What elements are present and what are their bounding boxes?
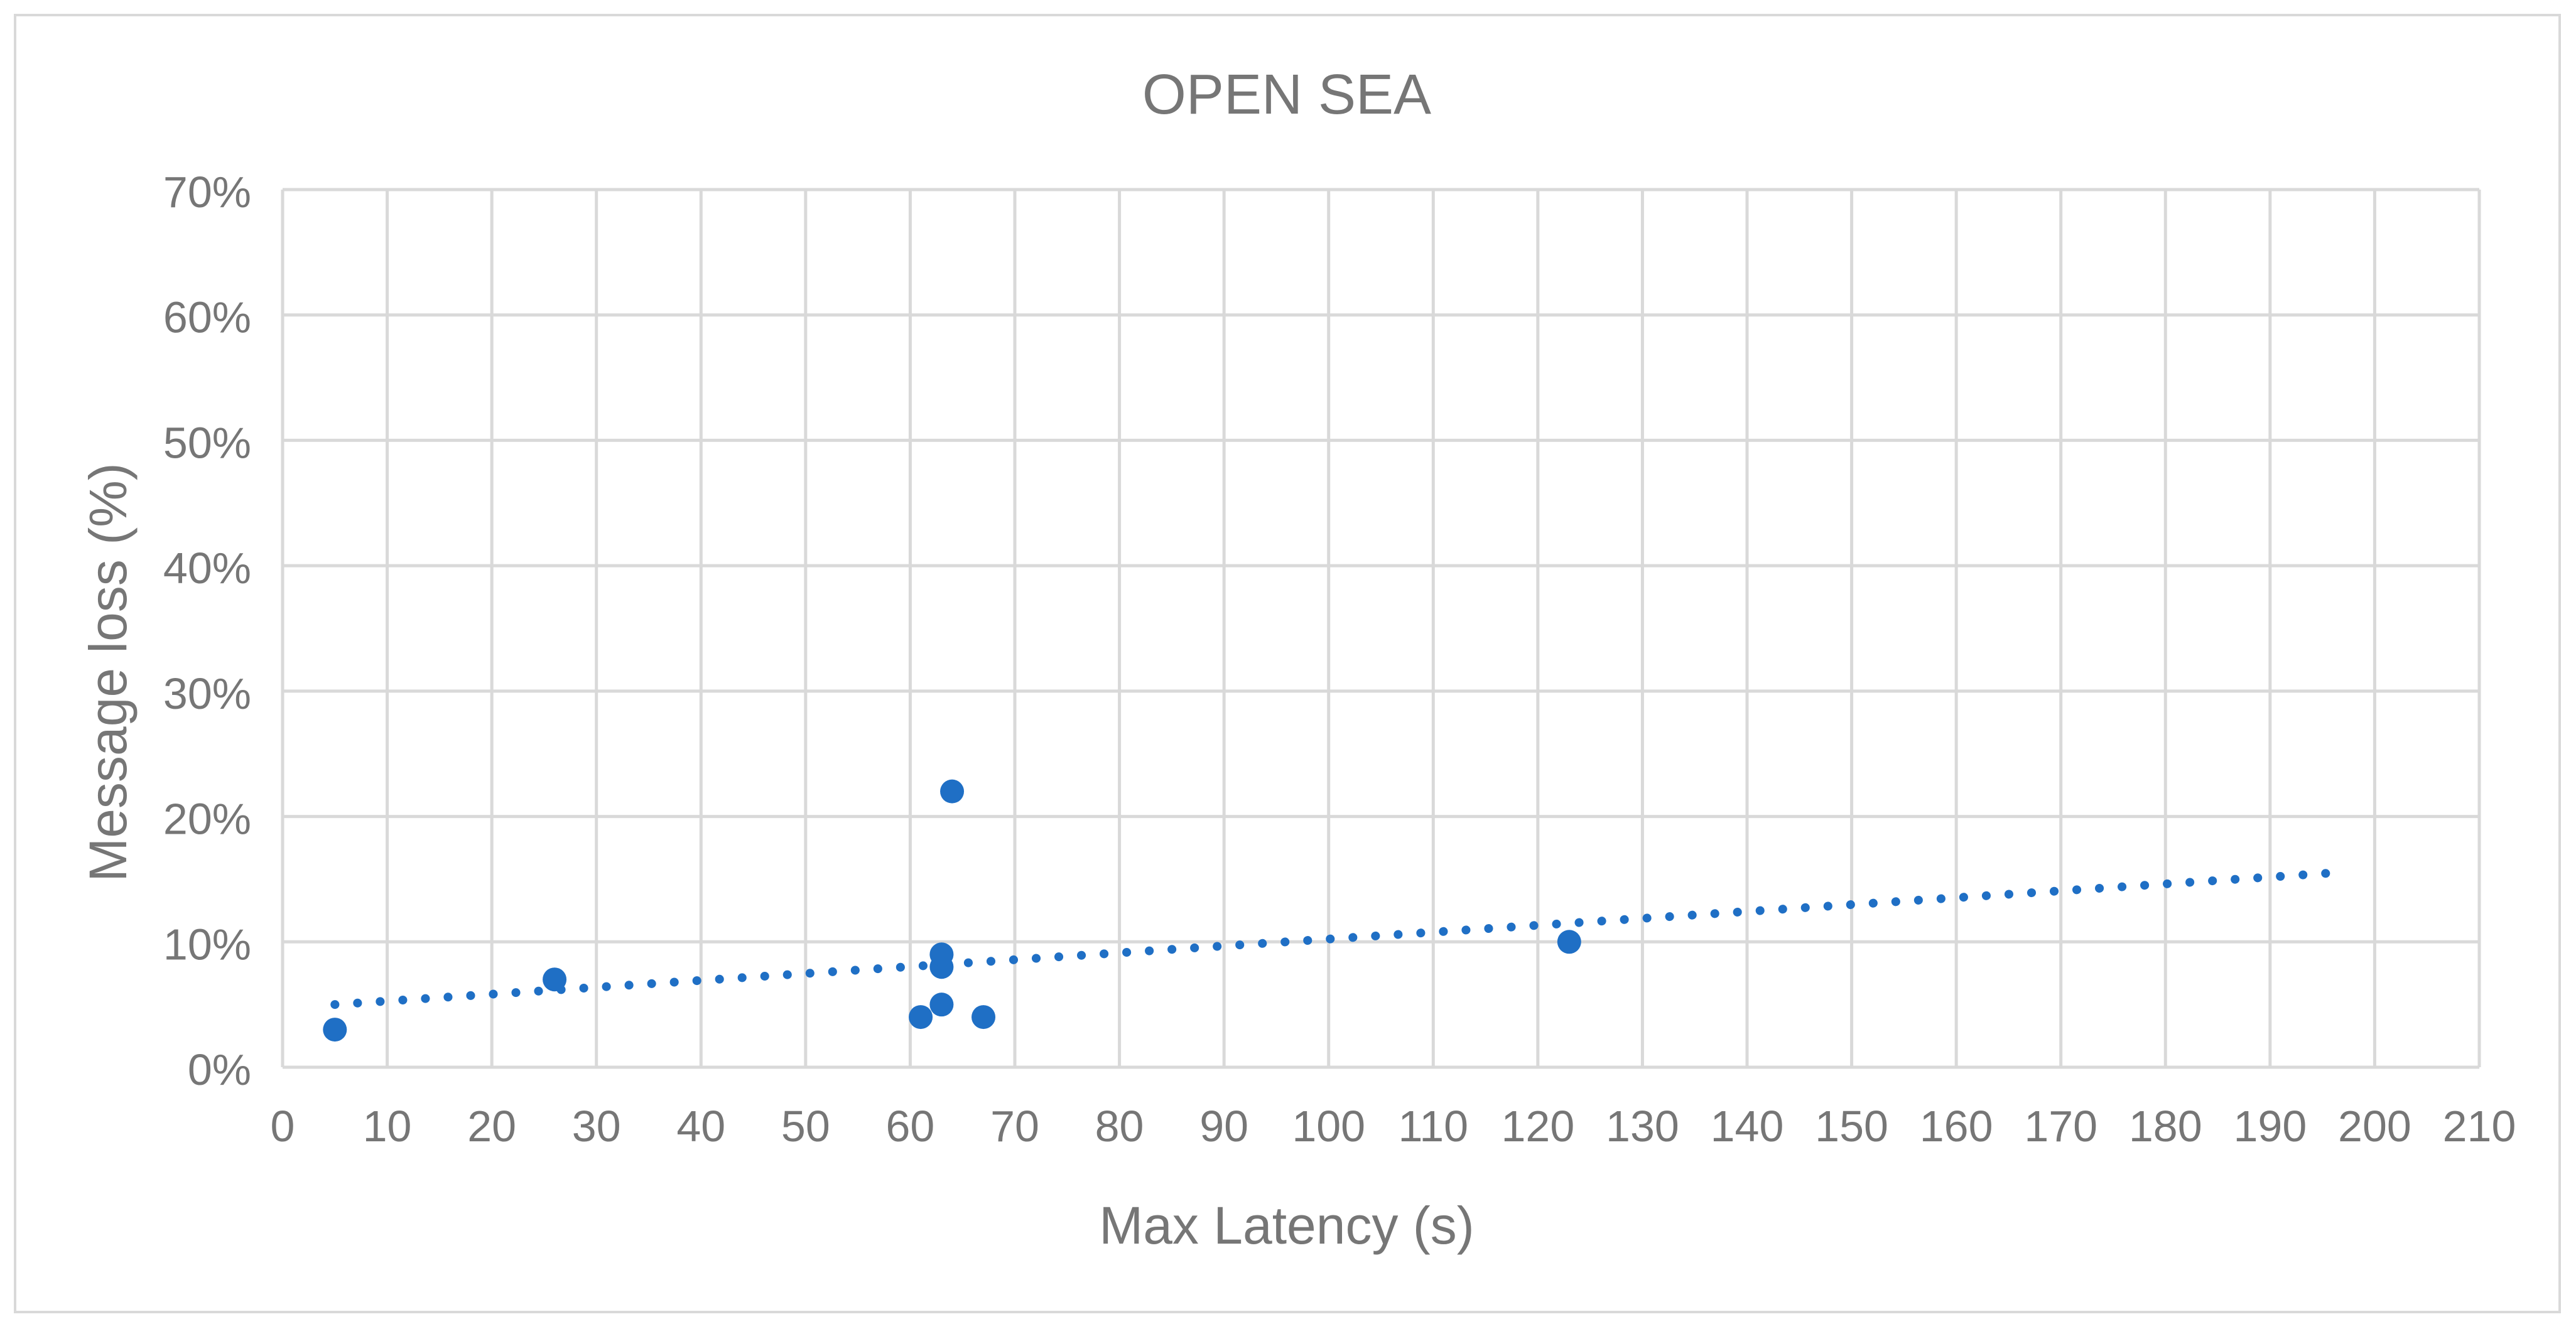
x-tick-label: 190 xyxy=(2233,1102,2307,1151)
y-tick-label: 50% xyxy=(163,418,251,467)
x-tick-label: 150 xyxy=(1815,1102,1888,1151)
data-point xyxy=(940,779,965,804)
x-tick-label: 170 xyxy=(2024,1102,2097,1151)
trendline xyxy=(330,868,2337,1009)
y-tick-label: 0% xyxy=(188,1045,251,1094)
x-tick-label: 20 xyxy=(467,1102,516,1151)
y-axis-label: Message loss (%) xyxy=(78,463,138,882)
x-tick-label: 200 xyxy=(2338,1102,2411,1151)
data-points xyxy=(323,779,1581,1042)
x-tick-label: 90 xyxy=(1199,1102,1248,1151)
data-point xyxy=(323,1018,347,1042)
x-tick-label: 130 xyxy=(1606,1102,1679,1151)
data-point xyxy=(909,1005,933,1030)
data-point xyxy=(929,942,954,967)
x-tick-label: 110 xyxy=(1398,1102,1468,1151)
data-point xyxy=(1557,930,1581,954)
y-tick-label: 10% xyxy=(163,920,251,969)
y-tick-labels: 0% 10% 20% 30% 40% 50% 60% 70% xyxy=(163,168,251,1094)
x-tick-label: 10 xyxy=(363,1102,412,1151)
trendline-line xyxy=(330,868,2337,1009)
y-tick-label: 30% xyxy=(163,669,251,718)
x-tick-label: 100 xyxy=(1292,1102,1365,1151)
gridlines xyxy=(281,188,2481,1069)
y-tick-label: 60% xyxy=(163,293,251,342)
data-point xyxy=(971,1005,996,1030)
scatter-chart: 0% 10% 20% 30% 40% 50% 60% 70% 0 10 20 30 40 50 60 70 8… xyxy=(78,63,2516,1255)
x-tick-label: 50 xyxy=(781,1102,830,1151)
x-tick-label: 210 xyxy=(2443,1102,2516,1151)
x-tick-label: 80 xyxy=(1095,1102,1144,1151)
x-tick-label: 60 xyxy=(885,1102,934,1151)
x-tick-label: 0 xyxy=(271,1102,295,1151)
y-tick-label: 20% xyxy=(163,795,251,844)
x-tick-label: 40 xyxy=(676,1102,725,1151)
x-tick-label: 30 xyxy=(572,1102,621,1151)
x-tick-label: 160 xyxy=(1920,1102,1993,1151)
x-tick-label: 70 xyxy=(990,1102,1039,1151)
x-tick-labels: 0 10 20 30 40 50 60 70 80 90 100 110 120 130 140 150 160… xyxy=(271,1102,2516,1151)
data-point xyxy=(929,993,954,1017)
data-point xyxy=(543,967,567,992)
x-axis-label: Max Latency (s) xyxy=(1099,1196,1475,1255)
x-tick-label: 120 xyxy=(1501,1102,1574,1151)
y-tick-label: 70% xyxy=(163,168,251,217)
x-tick-label: 140 xyxy=(1711,1102,1784,1151)
chart-title: OPEN SEA xyxy=(1142,63,1431,126)
y-tick-label: 40% xyxy=(163,544,251,593)
x-tick-label: 180 xyxy=(2129,1102,2202,1151)
chart-area: 0% 10% 20% 30% 40% 50% 60% 70% 0 10 20 30 40 50 60 70 8… xyxy=(14,14,2561,1313)
